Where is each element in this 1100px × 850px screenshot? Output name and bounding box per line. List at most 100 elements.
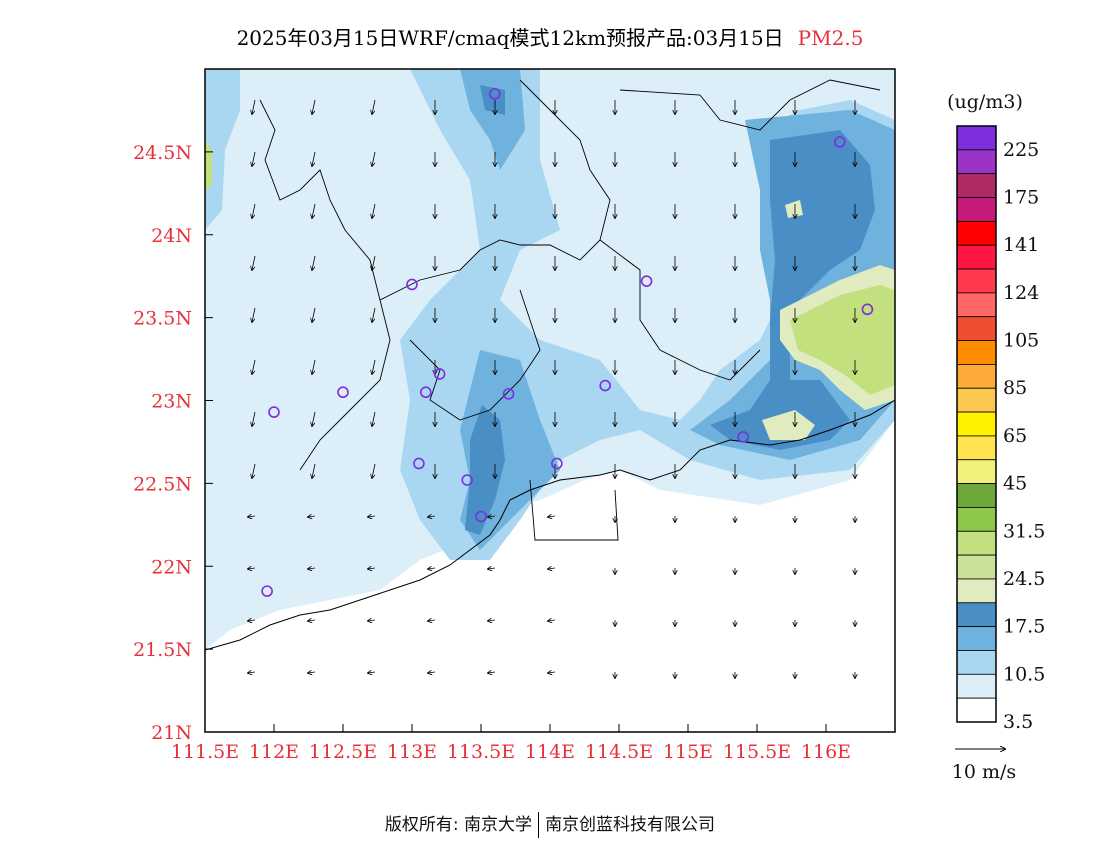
wind-arrow (372, 99, 376, 114)
colorbar-bin (956, 268, 997, 294)
colorbar-bin (956, 602, 997, 628)
lat-tick-label: 22N (151, 556, 192, 578)
colorbar-label: 31.5 (1003, 520, 1045, 542)
wind-arrow (488, 516, 496, 517)
station-marker (413, 457, 425, 470)
lat-tick-label: 21N (151, 722, 192, 744)
colorbar-bin (956, 459, 997, 485)
wind-arrow (548, 620, 556, 621)
wind-arrow (312, 151, 316, 166)
colorbar-label: 85 (1003, 377, 1027, 399)
colorbar-bin (956, 530, 997, 556)
station-marker (640, 275, 653, 287)
wind-vectors (248, 99, 855, 678)
station-marker (551, 457, 563, 470)
wind-arrow (252, 99, 256, 114)
wind-arrow (252, 203, 256, 218)
colorbar-bin (956, 363, 997, 389)
wind-arrow (308, 620, 316, 621)
lat-tick-label: 24.5N (133, 142, 192, 164)
wind-arrow (372, 307, 376, 322)
colorbar-bin (956, 578, 997, 604)
wind-arrow (372, 203, 376, 218)
wind-arrow (312, 203, 316, 218)
colorbar-label: 65 (1003, 425, 1027, 447)
footer-right: 南京创蓝科技有限公司 (545, 815, 716, 835)
colorbar-bin (956, 316, 997, 341)
footer-left: 版权所有: 南京大学 (384, 815, 533, 835)
concentration-field (205, 69, 895, 732)
copyright-footer: 版权所有: 南京大学 南京创蓝科技有限公司 (0, 810, 1100, 838)
wind-arrow (252, 359, 256, 374)
colorbar-bin (956, 149, 997, 175)
colorbar-label: 24.5 (1003, 568, 1045, 590)
colorbar-bin (956, 292, 997, 318)
colorbar-bin (956, 197, 997, 222)
colorbar-bin (956, 340, 997, 365)
wind-arrow (372, 151, 376, 166)
lat-tick-label: 21.5N (133, 639, 192, 661)
wind-arrow (368, 620, 376, 621)
colorbar-frame (956, 125, 997, 723)
wind-arrow (308, 516, 316, 517)
wind-arrow (308, 672, 316, 673)
station-marker (268, 406, 280, 418)
wind-arrow (248, 672, 256, 673)
colorbar-bin (956, 411, 997, 437)
colorbar-label: 141 (1003, 234, 1039, 256)
lat-tick-label: 23.5N (133, 308, 192, 330)
lon-tick-label: 115E (663, 741, 713, 763)
lon-tick-label: 111.5E (171, 741, 239, 763)
colorbar-bin (956, 125, 997, 151)
colorbar-label: 45 (1003, 473, 1027, 495)
colorbar-bin (956, 507, 997, 532)
colorbar-bin (956, 673, 997, 699)
wind-arrow (368, 516, 376, 517)
colorbar-bin (956, 483, 997, 508)
wind-arrow (368, 568, 376, 569)
wind-arrow (312, 463, 316, 478)
station-marker (337, 386, 349, 399)
lon-tick-label: 113.5E (447, 741, 515, 763)
station-marker (599, 379, 612, 392)
colorbar-label: 10.5 (1003, 663, 1045, 685)
lat-tick-label: 23N (151, 391, 192, 413)
station-marker (261, 585, 273, 597)
colorbar-bin (956, 244, 997, 270)
station-marker (419, 386, 432, 399)
colorbar-bin (956, 173, 997, 198)
wind-arrow (248, 620, 256, 621)
lon-tick-label: 115.5E (723, 741, 791, 763)
wind-arrow (488, 672, 496, 673)
station-marker (488, 88, 501, 100)
lon-tick-label: 113E (387, 741, 437, 763)
colorbar-label: 105 (1003, 330, 1039, 352)
station-marker (833, 136, 846, 148)
wind-arrow (428, 672, 436, 673)
wind-arrow (312, 411, 316, 426)
wind-arrow (372, 463, 376, 478)
wind-arrow (252, 463, 256, 478)
colorbar-bin (956, 387, 997, 413)
colorbar-bin (956, 435, 997, 461)
wind-arrow (488, 568, 496, 569)
lon-tick-label: 112E (249, 741, 299, 763)
station-marker (737, 431, 750, 443)
lon-tick-label: 114.5E (585, 741, 653, 763)
wind-arrow (252, 255, 256, 270)
wind-arrow (248, 516, 256, 517)
wind-arrow (368, 672, 376, 673)
colorbar-label: 124 (1003, 282, 1039, 304)
colorbar-bin (956, 650, 997, 675)
wind-arrow (428, 620, 436, 621)
lon-tick-label: 116E (801, 741, 851, 763)
wind-arrow (548, 568, 556, 569)
colorbar-label: 17.5 (1003, 616, 1045, 638)
wind-reference-label: 10 m/s (952, 761, 1016, 783)
wind-arrow (428, 568, 436, 569)
wind-arrow (372, 255, 376, 270)
monitoring-stations (261, 88, 874, 597)
wind-arrow (252, 411, 256, 426)
lon-tick-label: 114E (525, 741, 575, 763)
